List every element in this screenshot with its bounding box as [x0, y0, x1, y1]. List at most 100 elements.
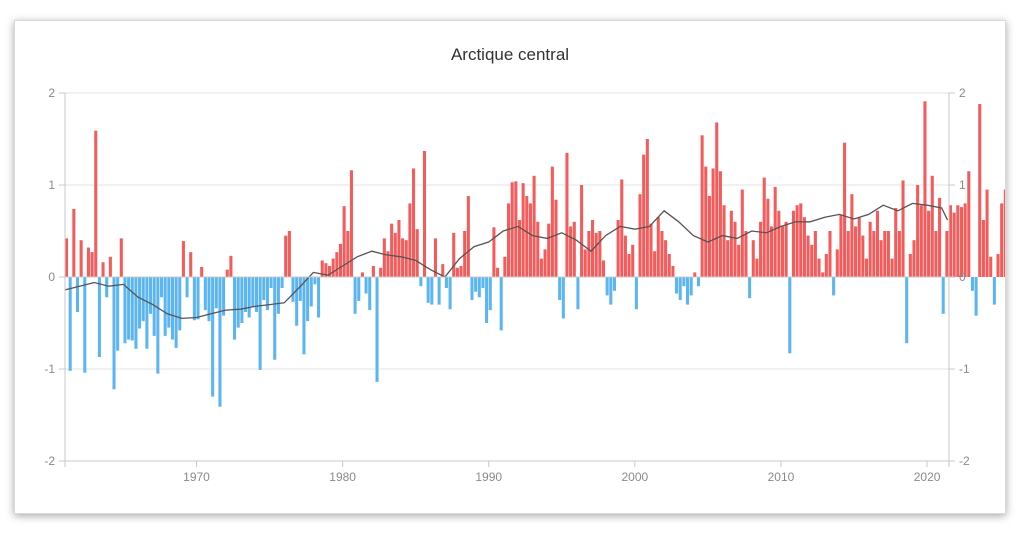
bar	[386, 251, 390, 277]
bar	[320, 260, 324, 277]
bar	[174, 277, 178, 348]
bars	[65, 101, 1005, 407]
bar	[598, 231, 602, 277]
bar	[393, 232, 397, 277]
y-tick-label-left: 2	[48, 86, 55, 100]
bar	[68, 277, 72, 371]
bar	[360, 272, 364, 277]
bar	[101, 262, 105, 277]
bar	[192, 277, 196, 321]
chart-card: Arctique central 2 2 1 1 0 0 -1 -1 -2 -2 1970 1980 1…	[14, 20, 1006, 514]
bar	[379, 267, 383, 277]
bar	[448, 277, 452, 310]
bar	[233, 277, 237, 340]
bar	[970, 277, 974, 291]
bar	[145, 277, 149, 349]
bar	[667, 254, 671, 277]
bar	[850, 194, 854, 277]
bar	[149, 277, 153, 314]
bar	[196, 277, 200, 320]
bar	[364, 277, 368, 294]
bar	[773, 186, 777, 277]
bar	[806, 235, 810, 277]
bar	[959, 207, 964, 277]
bar	[309, 277, 313, 307]
bar	[1000, 203, 1004, 277]
bar	[284, 235, 288, 277]
axes: 2 2 1 1 0 0 -1 -1 -2 -2 1970 1980 1990 2000 2010 2020	[44, 86, 970, 484]
bar	[481, 277, 485, 289]
bar	[532, 175, 536, 277]
bar	[919, 205, 923, 277]
bar	[609, 277, 613, 305]
bar	[397, 219, 401, 277]
bar	[740, 189, 744, 277]
bar	[130, 277, 134, 341]
bar	[682, 277, 686, 287]
bar	[770, 226, 774, 277]
bar	[243, 277, 248, 312]
bar	[441, 264, 445, 277]
bar	[72, 208, 76, 277]
bar	[159, 277, 164, 298]
bar	[886, 231, 890, 277]
bar	[967, 171, 971, 277]
bar	[207, 277, 211, 322]
bar	[664, 240, 668, 277]
bar	[916, 185, 920, 277]
y-tick-label-right: 2	[959, 86, 966, 100]
bar	[722, 205, 726, 277]
bar	[799, 203, 803, 277]
x-tick-label: 2020	[914, 470, 941, 484]
bar	[459, 265, 463, 277]
bar	[90, 252, 94, 277]
bar	[342, 206, 346, 277]
bar	[1003, 189, 1005, 277]
bar	[689, 277, 693, 296]
bar	[353, 277, 357, 314]
bar	[79, 240, 83, 277]
bar	[83, 277, 87, 373]
bar	[382, 238, 386, 277]
bar	[963, 203, 967, 277]
bar	[780, 226, 785, 277]
bar	[485, 277, 489, 323]
bar	[894, 208, 898, 277]
bar	[507, 203, 511, 277]
x-tick-label: 1970	[183, 470, 210, 484]
bar	[945, 231, 949, 277]
bar	[631, 244, 635, 277]
x-tick-label: 1990	[475, 470, 502, 484]
y-tick-label-left: -1	[44, 362, 55, 376]
bar	[561, 277, 565, 319]
bar	[981, 219, 985, 277]
bar	[287, 231, 291, 277]
bar	[269, 277, 273, 289]
bar	[211, 277, 215, 397]
bar	[711, 168, 715, 277]
bar	[138, 277, 142, 329]
bar	[525, 196, 529, 277]
bar	[923, 101, 927, 277]
bar	[503, 256, 507, 277]
bar	[616, 219, 620, 277]
y-tick-label-right: -1	[959, 362, 970, 376]
bar	[291, 277, 295, 302]
bar	[591, 219, 595, 277]
bar	[170, 277, 174, 340]
bar	[587, 231, 591, 277]
bar	[112, 277, 116, 390]
bar	[152, 277, 156, 336]
bar	[75, 277, 80, 312]
bar	[601, 260, 606, 277]
bar	[167, 277, 171, 328]
bar	[415, 229, 419, 277]
y-tick-label-right: 0	[959, 270, 966, 284]
bar	[821, 272, 825, 277]
bar	[156, 277, 160, 374]
bar	[751, 240, 755, 277]
bar	[412, 168, 416, 277]
bar	[828, 231, 832, 277]
bar	[499, 277, 503, 331]
bar	[280, 277, 284, 289]
